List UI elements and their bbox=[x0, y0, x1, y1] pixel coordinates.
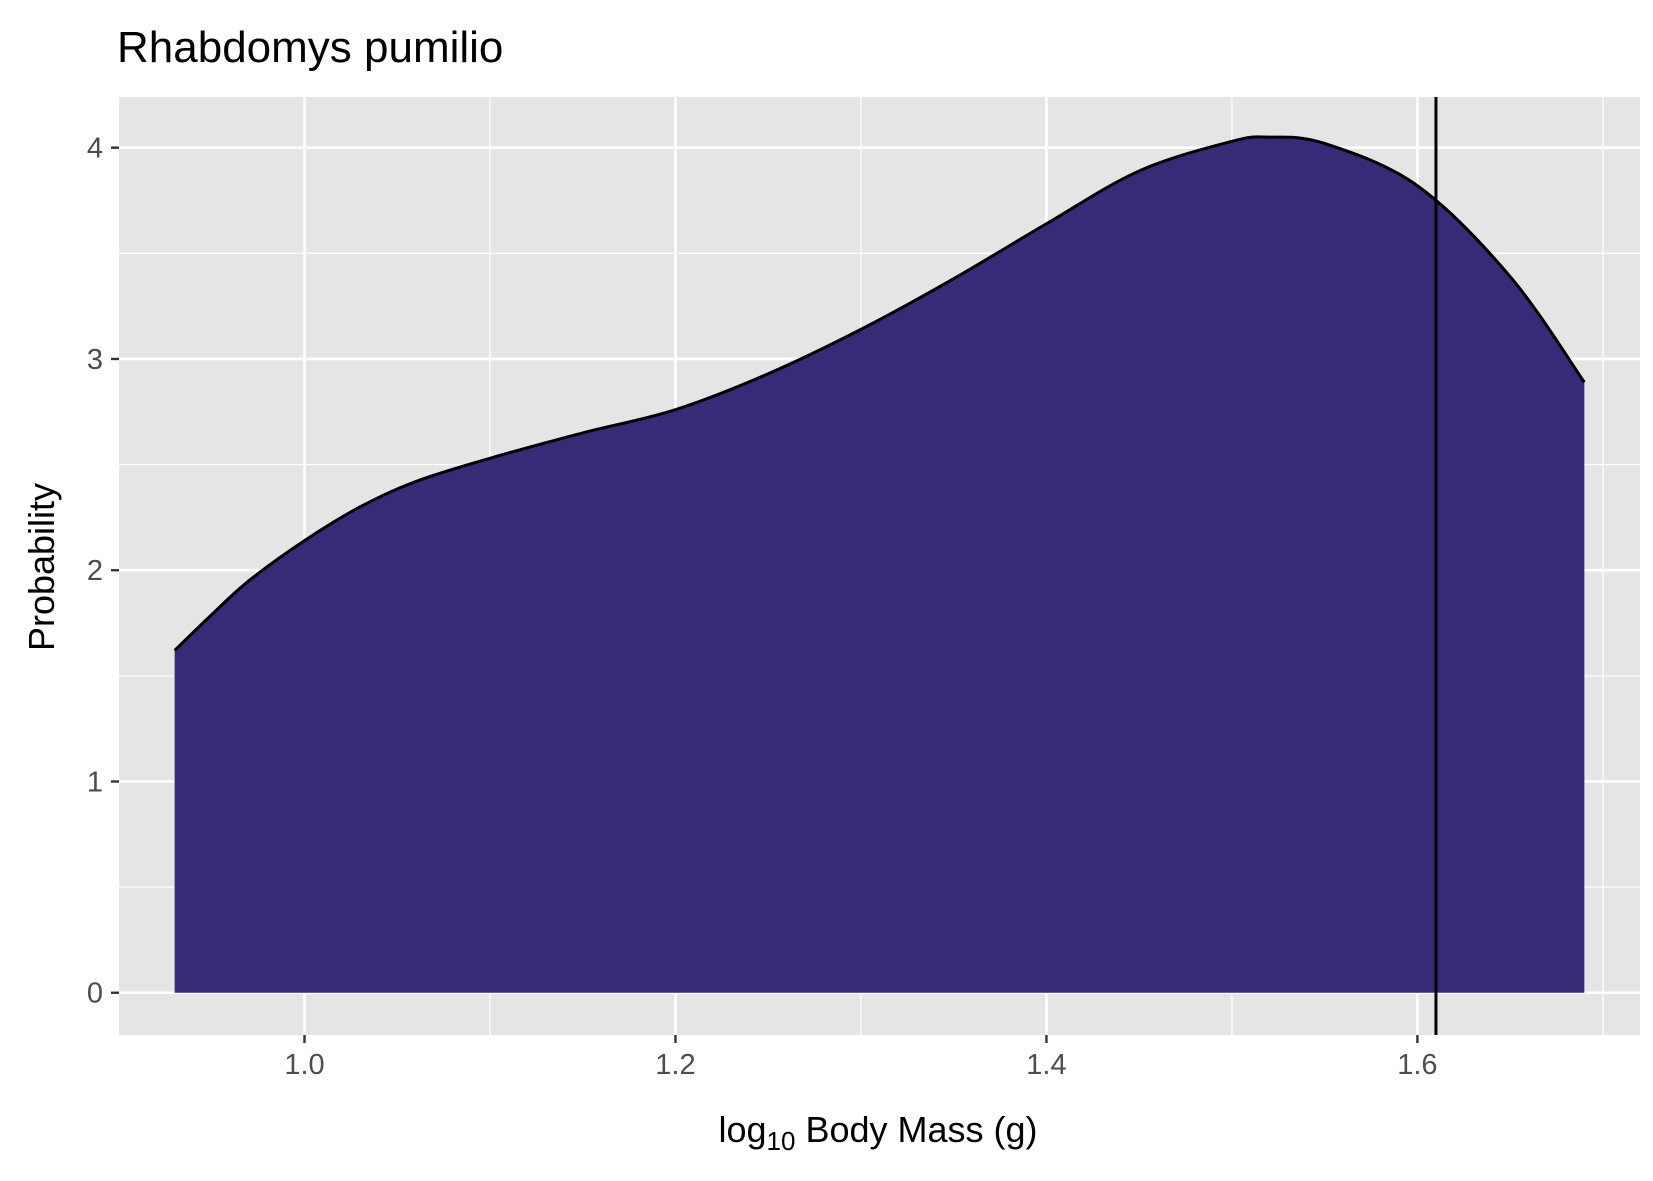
y-tick-label: 3 bbox=[87, 344, 103, 376]
x-tick-label: 1.2 bbox=[655, 1049, 695, 1081]
chart-title: Rhabdomys pumilio bbox=[117, 23, 503, 72]
y-tick-label: 4 bbox=[87, 133, 103, 165]
y-tick-label: 1 bbox=[87, 766, 103, 798]
x-axis-title-suffix: Body Mass (g) bbox=[795, 1109, 1037, 1150]
y-axis-title: Probability bbox=[21, 483, 62, 651]
y-axis: 0 1 2 3 4 bbox=[87, 133, 119, 1010]
y-tick-label: 2 bbox=[87, 555, 103, 587]
x-axis: 1.0 1.2 1.4 1.6 bbox=[284, 1035, 1438, 1081]
x-tick-label: 1.6 bbox=[1397, 1049, 1437, 1081]
density-series bbox=[173, 97, 1586, 1035]
density-outline bbox=[173, 135, 1586, 652]
density-area bbox=[174, 136, 1585, 993]
x-axis-title-subscript: 10 bbox=[767, 1126, 796, 1156]
x-tick-label: 1.0 bbox=[284, 1049, 324, 1081]
x-tick-label: 1.4 bbox=[1026, 1049, 1066, 1081]
x-axis-title-prefix: log bbox=[718, 1109, 766, 1150]
y-tick-label: 0 bbox=[87, 978, 103, 1010]
x-axis-title: log10 Body Mass (g) bbox=[718, 1109, 1037, 1156]
